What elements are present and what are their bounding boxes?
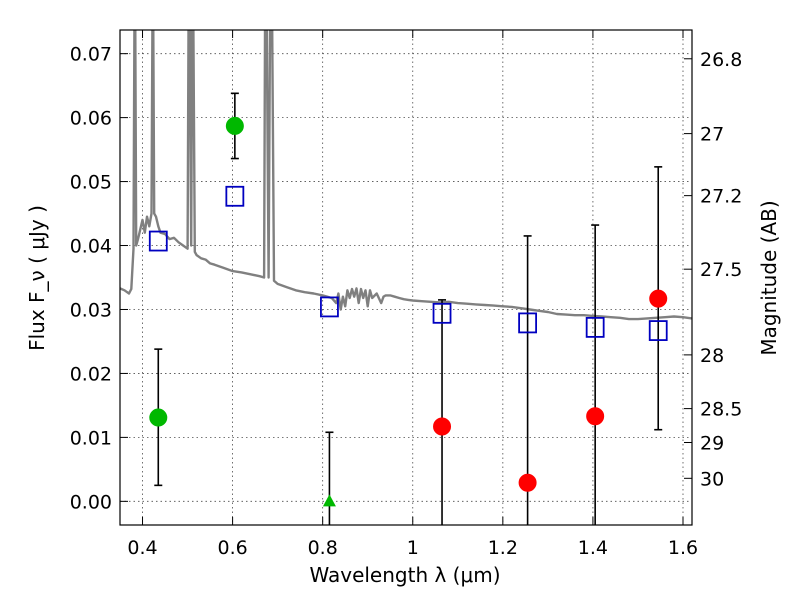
right-tick-label: 27 bbox=[700, 124, 724, 146]
model-photometry-square bbox=[432, 302, 452, 324]
model-photometry-square bbox=[648, 320, 668, 341]
red-data-point bbox=[649, 289, 668, 308]
x-tick-label: 1 bbox=[407, 537, 419, 559]
right-tick-label: 29 bbox=[700, 433, 724, 455]
grid bbox=[120, 30, 692, 525]
y-tick-label: 0.03 bbox=[70, 299, 112, 321]
y-tick-label: 0.04 bbox=[70, 236, 112, 258]
right-tick-label: 26.8 bbox=[700, 49, 742, 71]
plot-frame bbox=[119, 29, 693, 526]
ticks: 0.4 0.6 0.8 1 1.2 1.4 1.6 0.00 0.01 0.02 0.03 0.04 0… bbox=[70, 30, 742, 559]
right-tick-label: 30 bbox=[700, 468, 724, 490]
model-photometry-square bbox=[585, 316, 605, 338]
model-photometry-square bbox=[518, 312, 538, 334]
red-data-point bbox=[433, 417, 452, 436]
x-tick-label: 1.4 bbox=[578, 537, 608, 559]
x-tick-label: 1.2 bbox=[488, 537, 518, 559]
model-photometry-square bbox=[320, 296, 339, 318]
x-tick-label: 1.6 bbox=[668, 537, 698, 559]
model-photometry-square bbox=[225, 185, 245, 207]
y-axis-left-label: Flux F_ν ( μJy ) bbox=[25, 205, 49, 351]
green-data-point bbox=[225, 116, 244, 135]
y-tick-label: 0.06 bbox=[70, 108, 112, 130]
y-tick-label: 0.00 bbox=[70, 491, 112, 513]
right-tick-label: 27.2 bbox=[700, 186, 742, 208]
right-tick-label: 28.5 bbox=[700, 399, 742, 421]
x-tick-label: 0.4 bbox=[127, 537, 157, 559]
model-photometry-square bbox=[148, 230, 168, 252]
x-axis-label: Wavelength λ (μm) bbox=[309, 563, 500, 587]
right-tick-label: 28 bbox=[700, 345, 724, 367]
y-axis-right-label-group: Magnitude (AB) bbox=[757, 200, 781, 355]
model-spectrum-line bbox=[120, 30, 692, 321]
green-upper-limit-triangle bbox=[322, 494, 336, 507]
y-tick-label: 0.05 bbox=[70, 172, 112, 194]
red-data-point bbox=[586, 407, 605, 426]
green-data-point bbox=[149, 408, 168, 427]
red-data-point bbox=[518, 473, 537, 492]
data-layer bbox=[120, 30, 692, 525]
right-tick-label: 27.5 bbox=[700, 259, 742, 281]
y-axis-left-label-group: Flux F_ν ( μJy ) bbox=[25, 205, 49, 351]
y-tick-label: 0.02 bbox=[70, 363, 112, 385]
y-tick-label: 0.07 bbox=[70, 44, 112, 66]
x-tick-label: 0.6 bbox=[217, 537, 247, 559]
x-tick-label: 0.8 bbox=[308, 537, 338, 559]
y-axis-right-label: Magnitude (AB) bbox=[757, 200, 781, 355]
y-tick-label: 0.01 bbox=[70, 427, 112, 449]
